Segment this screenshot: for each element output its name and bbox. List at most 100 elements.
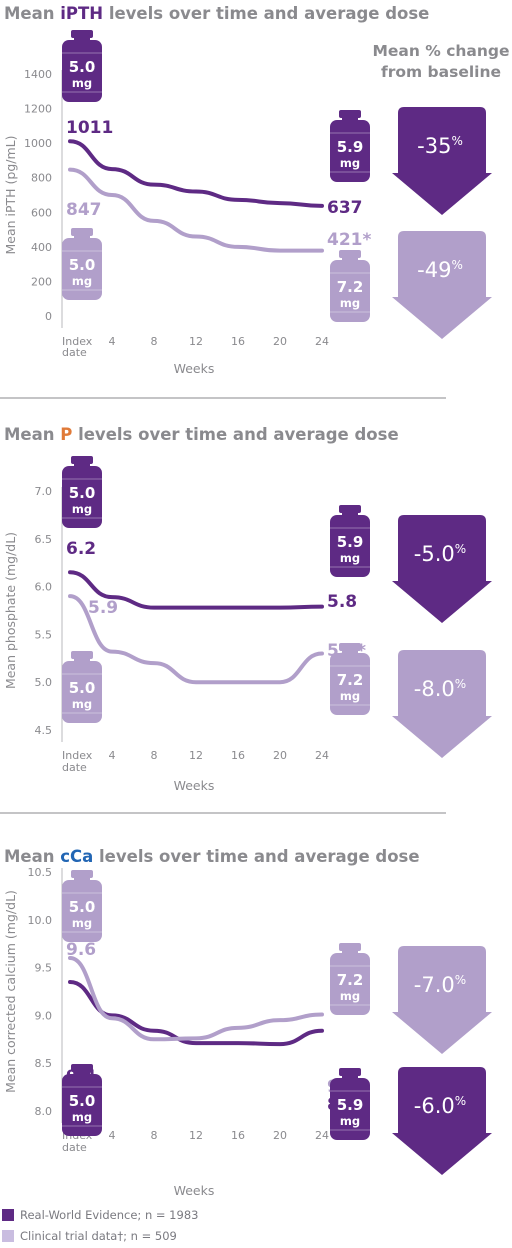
chart1-bottle-start-real-world-cap <box>71 30 93 38</box>
title-phosphate: Mean P levels over time and average dose <box>4 425 399 444</box>
chart1-bottle-start-clinical-unit: mg <box>72 274 92 288</box>
chart2-arrow-real-world-unit: % <box>455 542 466 556</box>
chart1-series-real-world-line <box>68 139 324 208</box>
chart-calcium: 8.0 8.5 9.0 9.5 10.0 10.5 Mean corrected calci… <box>3 866 492 1198</box>
chart1-arrow-clinical-unit: % <box>451 258 462 272</box>
chart1-bottle-end-clinical-neck <box>342 257 358 261</box>
chart2-x-tick-2: 8 <box>151 749 158 762</box>
chart2-bottle-end-clinical-dose: 7.2 <box>337 671 364 689</box>
chart2-bottle-end-real-world-dose: 5.9 <box>337 533 364 551</box>
chart2-y-tick-4: 6.5 <box>35 533 53 546</box>
chart1-start-label-real-world: 1011 <box>66 118 113 138</box>
chart1-x-tick-0b: date <box>62 346 87 359</box>
chart3-x-tick-4: 16 <box>231 1129 245 1142</box>
chart1-y-tick-1: 200 <box>31 275 52 288</box>
chart1-arrow-clinical-value: -49 <box>417 258 451 282</box>
chart2-arrow-clinical-value: -8.0 <box>414 677 455 701</box>
chart1-y-label: Mean iPTH (pg/mL) <box>3 135 18 254</box>
chart1-y-tick-4: 800 <box>31 172 52 185</box>
chart3-bottle-start-clinical-unit: mg <box>72 916 92 930</box>
chart3-arrow-clinical-shape <box>392 946 492 1054</box>
chart1-arrow-real-world-label: -35% <box>417 134 463 158</box>
chart1-y-tick-0: 0 <box>45 310 52 323</box>
chart3-x-tick-5: 20 <box>273 1129 287 1142</box>
chart3-bottle-start-clinical-cap <box>71 870 93 878</box>
chart2-bottle-end-clinical-body <box>330 653 370 715</box>
title-phosphate-post: levels over time and average dose <box>72 425 398 444</box>
chart3-x-tick-1: 4 <box>109 1129 116 1142</box>
chart1-bottle-start-real-world-body <box>62 40 102 102</box>
title-ipth: Mean iPTH levels over time and average d… <box>4 4 429 23</box>
chart3-y-tick-2: 9.0 <box>35 1009 53 1022</box>
chart2-bottle-end-real-world: 5.9mg <box>330 505 370 577</box>
chart3-x-label: Weeks <box>174 1183 215 1198</box>
chart1-arrow-real-world-unit: % <box>451 134 462 148</box>
panel-ipth: Mean iPTH levels over time and average d… <box>3 4 510 376</box>
chart1-bottle-end-clinical-dose: 7.2 <box>337 278 364 296</box>
chart1-y-tick-3: 600 <box>31 206 52 219</box>
chart3-bottle-end-real-world-unit: mg <box>340 1114 360 1128</box>
chart1-arrow-clinical-shape <box>392 231 492 339</box>
chart1-x-tick-4: 16 <box>231 335 245 348</box>
chart1-x-tick-3: 12 <box>189 335 203 348</box>
chart1-bottle-start-clinical-neck <box>74 235 90 239</box>
legend: Real-World Evidence; n = 1983 Clinical t… <box>2 1208 198 1243</box>
chart1-end-label-real-world: 637 <box>327 198 363 218</box>
chart3-bottle-start-real-world: 5.0mg <box>62 1064 102 1136</box>
chart3-bottle-end-clinical-body <box>330 953 370 1015</box>
legend-swatch-clinical <box>2 1230 14 1242</box>
chart3-arrow-real-world-shape <box>392 1067 492 1175</box>
chart2-arrow-clinical-label: -8.0% <box>414 677 466 701</box>
chart2-y-tick-0: 4.5 <box>35 724 53 737</box>
chart2-x-label: Weeks <box>174 778 215 793</box>
chart1-bottle-start-real-world-dose: 5.0 <box>69 58 96 76</box>
legend-label-real-world: Real-World Evidence; n = 1983 <box>20 1208 198 1222</box>
chart3-bottle-end-real-world-cap <box>339 1068 361 1076</box>
chart3-x-tick-6: 24 <box>315 1129 329 1142</box>
chart2-bottle-end-real-world-neck <box>342 512 358 516</box>
chart1-x-label: Weeks <box>174 361 215 376</box>
chart3-bottle-end-clinical-dose: 7.2 <box>337 971 364 989</box>
chart2-start-label-real-world: 6.2 <box>66 539 96 559</box>
chart3-x-tick-2: 8 <box>151 1129 158 1142</box>
chart2-bottle-start-real-world-body <box>62 466 102 528</box>
chart3-bottle-start-real-world-unit: mg <box>72 1110 92 1124</box>
chart2-bottle-start-real-world-neck <box>74 463 90 467</box>
chart2-x-tick-1: 4 <box>109 749 116 762</box>
chart1-bottle-end-real-world: 5.9mg <box>330 110 370 182</box>
title-calcium-pre: Mean <box>4 847 60 866</box>
chart3-y-tick-5: 10.5 <box>28 866 53 879</box>
chart3-arrow-real-world-label: -6.0% <box>414 1094 466 1118</box>
title-calcium-key: cCa <box>60 847 93 866</box>
chart3-bottle-start-real-world-dose: 5.0 <box>69 1092 96 1110</box>
chart3-y-tick-4: 10.0 <box>28 914 53 927</box>
chart3-arrow-clinical: -7.0% <box>392 946 492 1054</box>
chart2-bottle-start-real-world-unit: mg <box>72 502 92 516</box>
chart1-bottle-end-real-world-cap <box>339 110 361 118</box>
chart2-bottle-start-clinical-dose: 5.0 <box>69 679 96 697</box>
chart2-x-tick-5: 20 <box>273 749 287 762</box>
chart3-bottle-start-real-world-neck <box>74 1071 90 1075</box>
chart2-x-tick-4: 16 <box>231 749 245 762</box>
chart1-bottle-start-clinical: 5.0mg <box>62 228 102 300</box>
chart1-bottle-end-real-world-body <box>330 120 370 182</box>
chart2-x-tick-0b: date <box>62 761 87 774</box>
chart3-bottle-end-clinical-cap <box>339 943 361 951</box>
chart2-bottle-end-real-world-cap <box>339 505 361 513</box>
chart2-arrow-real-world: -5.0% <box>392 515 492 623</box>
chart2-bottle-start-real-world-cap <box>71 456 93 464</box>
chart2-bottle-start-clinical-cap <box>71 651 93 659</box>
chart2-bottle-start-clinical: 5.0mg <box>62 651 102 723</box>
chart2-bottle-start-clinical-unit: mg <box>72 697 92 711</box>
chart3-y-tick-0: 8.0 <box>35 1105 53 1118</box>
chart2-x-tick-3: 12 <box>189 749 203 762</box>
chart1-x-tick-1: 4 <box>109 335 116 348</box>
chart3-bottle-end-real-world-neck <box>342 1075 358 1079</box>
chart2-arrow-clinical: -8.0% <box>392 650 492 758</box>
chart3-bottle-start-real-world-body <box>62 1074 102 1136</box>
chart3-bottle-end-clinical: 7.2mg <box>330 943 370 1015</box>
chart3-x-tick-0b: date <box>62 1141 87 1154</box>
chart3-y-label: Mean corrected calcium (mg/dL) <box>3 890 18 1093</box>
chart3-y-tick-1: 8.5 <box>35 1057 53 1070</box>
chart3-bottle-start-clinical-dose: 5.0 <box>69 898 96 916</box>
